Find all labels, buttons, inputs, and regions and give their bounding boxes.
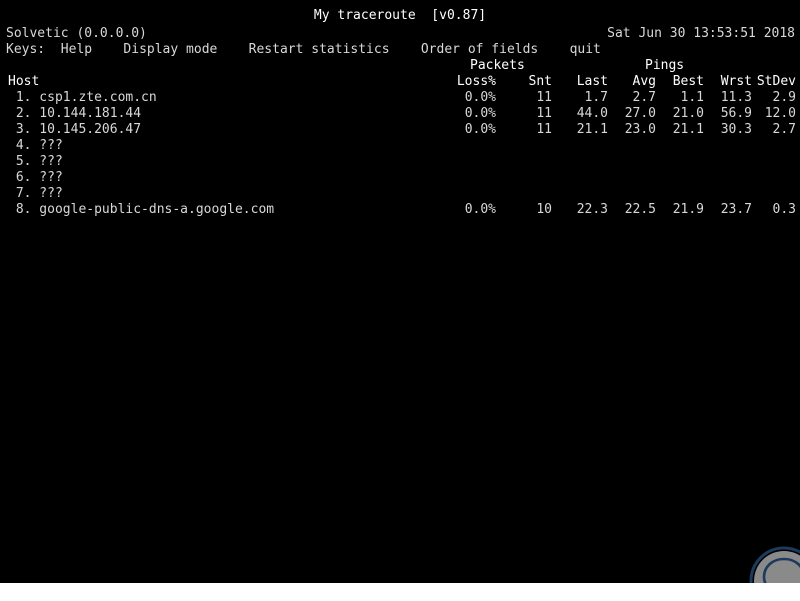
hop-best: 21.0 xyxy=(672,106,704,121)
table-row[interactable]: 3. 10.145.206.47 0.0% 11 21.1 23.0 21.1 30.3 2.… xyxy=(0,122,800,138)
menu-item-quit[interactable]: quit xyxy=(569,42,601,57)
hop-loss: 0.0% xyxy=(464,202,496,217)
menu-item-restart-statistics[interactable]: Restart statistics xyxy=(248,42,390,57)
hop-last: 44.0 xyxy=(576,106,608,121)
column-header-snt[interactable]: Snt xyxy=(528,74,552,89)
hop-host: 6. ??? xyxy=(8,170,63,185)
terminal-window[interactable]: My traceroute [v0.87] Solvetic (0.0.0.0)… xyxy=(0,0,800,583)
group-header-row: Packets Pings xyxy=(0,58,800,74)
hop-wrst: 23.7 xyxy=(720,202,752,217)
local-host-label: Solvetic (0.0.0.0) xyxy=(6,26,147,41)
hop-snt: 11 xyxy=(536,122,552,137)
hop-loss: 0.0% xyxy=(464,106,496,121)
hop-host: 8. google-public-dns-a.google.com xyxy=(8,202,275,217)
table-row[interactable]: 7. ??? xyxy=(0,186,800,202)
table-row[interactable]: 4. ??? xyxy=(0,138,800,154)
hop-best: 21.9 xyxy=(672,202,704,217)
column-header-host[interactable]: Host xyxy=(8,74,40,89)
hop-last: 22.3 xyxy=(576,202,608,217)
status-line: Solvetic (0.0.0.0) Sat Jun 30 13:53:51 2… xyxy=(0,26,800,42)
hop-avg: 22.5 xyxy=(624,202,656,217)
column-header-stdev[interactable]: StDev xyxy=(756,74,796,89)
hop-host: 2. 10.144.181.44 xyxy=(8,106,142,121)
table-row[interactable]: 2. 10.144.181.44 0.0% 11 44.0 27.0 21.0 56.9 12… xyxy=(0,106,800,122)
solvetic-logo-watermark xyxy=(748,545,800,583)
timestamp-label: Sat Jun 30 13:53:51 2018 xyxy=(607,26,795,41)
hop-best: 1.1 xyxy=(680,90,704,105)
table-row[interactable]: 8. google-public-dns-a.google.com 0.0% 10 2… xyxy=(0,202,800,218)
hop-avg: 23.0 xyxy=(624,122,656,137)
hop-last: 1.7 xyxy=(584,90,608,105)
hop-host: 1. csp1.zte.com.cn xyxy=(8,90,157,105)
group-header-packets: Packets xyxy=(470,58,525,73)
hop-last: 21.1 xyxy=(576,122,608,137)
column-header-avg[interactable]: Avg xyxy=(632,74,656,89)
table-row[interactable]: 1. csp1.zte.com.cn 0.0% 11 1.7 2.7 1.1 11.3 2.9 xyxy=(0,90,800,106)
menu-item-display-mode[interactable]: Display mode xyxy=(123,42,218,57)
menu-item-order-of-fields[interactable]: Order of fields xyxy=(420,42,539,57)
keys-menu: Keys: Help Display mode Restart statisti… xyxy=(6,42,800,58)
column-header-wrst[interactable]: Wrst xyxy=(720,74,752,89)
hop-wrst: 56.9 xyxy=(720,106,752,121)
hop-host: 5. ??? xyxy=(8,154,63,169)
hop-best: 21.1 xyxy=(672,122,704,137)
keys-label: Keys: xyxy=(6,42,46,57)
column-header-loss[interactable]: Loss% xyxy=(456,74,496,89)
hop-stdev: 0.3 xyxy=(772,202,796,217)
hop-host: 3. 10.145.206.47 xyxy=(8,122,142,137)
hop-snt: 11 xyxy=(536,106,552,121)
table-row[interactable]: 6. ??? xyxy=(0,170,800,186)
hop-snt: 10 xyxy=(536,202,552,217)
hop-stdev: 2.9 xyxy=(772,90,796,105)
hop-avg: 2.7 xyxy=(632,90,656,105)
hop-loss: 0.0% xyxy=(464,122,496,137)
hop-loss: 0.0% xyxy=(464,90,496,105)
app-title: My traceroute [v0.87] xyxy=(313,8,487,23)
table-row[interactable]: 5. ??? xyxy=(0,154,800,170)
hop-wrst: 30.3 xyxy=(720,122,752,137)
hop-avg: 27.0 xyxy=(624,106,656,121)
hop-stdev: 12.0 xyxy=(764,106,796,121)
group-header-pings: Pings xyxy=(645,58,685,73)
column-header-row: Host Loss% Snt Last Avg Best Wrst StDev xyxy=(0,74,800,90)
hop-wrst: 11.3 xyxy=(720,90,752,105)
column-header-best[interactable]: Best xyxy=(672,74,704,89)
hop-host: 7. ??? xyxy=(8,186,63,201)
menu-item-help[interactable]: Help xyxy=(60,42,93,57)
column-header-last[interactable]: Last xyxy=(576,74,608,89)
hop-snt: 11 xyxy=(536,90,552,105)
page-bottom-strip xyxy=(0,583,800,601)
hop-stdev: 2.7 xyxy=(772,122,796,137)
hop-host: 4. ??? xyxy=(8,138,63,153)
